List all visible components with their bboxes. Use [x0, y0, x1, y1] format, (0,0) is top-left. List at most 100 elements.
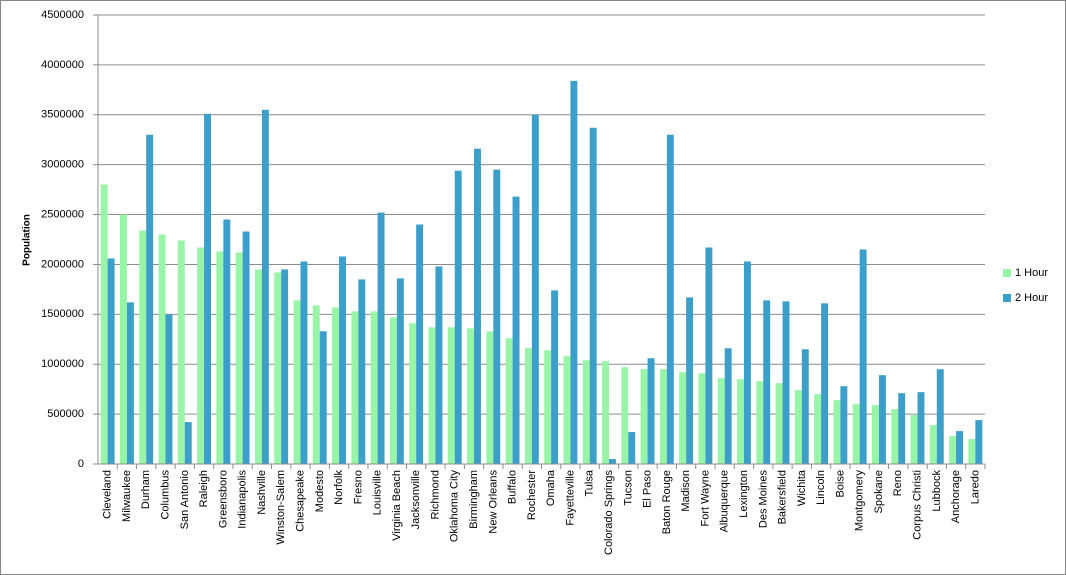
bar [872, 405, 879, 464]
bar [917, 392, 925, 464]
bar [184, 422, 192, 464]
bar [235, 252, 243, 464]
x-tick-label: Omaha [545, 469, 557, 506]
bar [724, 348, 732, 464]
x-tick-label: Spokane [873, 470, 885, 513]
x-tick-label: Corpus Christi [912, 470, 924, 540]
bar [891, 409, 899, 464]
bar [647, 358, 655, 464]
y-tick-label: 2500000 [41, 208, 84, 220]
bar [717, 378, 725, 464]
bar [763, 300, 771, 464]
x-tick-label: San Antonio [179, 470, 191, 529]
bar [165, 314, 173, 464]
bar [274, 272, 282, 464]
bar [396, 278, 404, 464]
bar [119, 214, 127, 464]
bar [551, 290, 559, 464]
x-tick-label: Laredo [969, 470, 981, 504]
bar [204, 113, 211, 464]
bar [146, 134, 154, 464]
bar [628, 432, 636, 464]
x-tick-label: Bakersfield [777, 470, 789, 524]
x-tick-label: Modesto [314, 470, 326, 512]
bar [474, 148, 481, 465]
legend-label: 1 Hour [1015, 267, 1048, 279]
bar [139, 230, 147, 464]
x-tick-label: Indianapolis [237, 470, 249, 529]
y-tick-label: 3500000 [41, 109, 84, 121]
bar [975, 420, 983, 464]
bar [428, 327, 436, 464]
x-tick-label: Lincoln [815, 470, 827, 505]
bar [705, 247, 713, 464]
x-tick-label: Wichita [796, 469, 808, 506]
bar [782, 301, 790, 464]
bar [524, 348, 532, 464]
bar [319, 331, 327, 464]
bar [177, 240, 185, 464]
x-tick-label: Jacksonville [410, 470, 422, 529]
x-tick-label: New Orleans [487, 470, 499, 534]
bar [300, 261, 308, 464]
bar [416, 224, 424, 464]
x-tick-label: Columbus [159, 470, 171, 520]
y-tick-label: 3000000 [41, 159, 84, 171]
bar [679, 372, 687, 464]
bar [447, 327, 455, 464]
bar [312, 305, 320, 464]
y-tick-label: 1000000 [41, 358, 84, 370]
x-tick-label: Chesapeake [294, 470, 306, 532]
y-tick-label: 1500000 [41, 308, 84, 320]
bar [100, 184, 108, 464]
bar [775, 383, 783, 464]
bar [602, 361, 609, 464]
bar [968, 439, 976, 464]
x-tick-label: Greensboro [217, 470, 229, 528]
bar [794, 390, 802, 464]
bar [840, 386, 848, 464]
bar [126, 302, 134, 464]
x-tick-label: Des Moines [757, 470, 769, 529]
legend-label: 2 Hour [1015, 292, 1048, 304]
bar [659, 369, 667, 464]
bar [852, 404, 860, 464]
x-tick-label: Louisville [372, 470, 384, 515]
legend-swatch [1003, 269, 1011, 277]
bar [158, 234, 166, 464]
bar [936, 369, 944, 464]
legend-swatch [1003, 294, 1011, 302]
y-tick-label: 4500000 [41, 9, 84, 21]
bar [107, 258, 115, 464]
x-tick-label: Anchorage [950, 470, 962, 523]
x-tick-label: Boise [834, 470, 846, 498]
bar [698, 373, 706, 464]
bar [814, 394, 822, 464]
bar [570, 80, 578, 464]
y-tick-label: 2000000 [41, 258, 84, 270]
x-tick-label: Norfolk [333, 470, 345, 505]
bar [377, 212, 385, 464]
bar [435, 266, 443, 464]
bar [351, 311, 359, 464]
bar [505, 338, 513, 464]
y-tick-label: 500000 [47, 408, 84, 420]
bar [737, 379, 744, 464]
bar [242, 231, 250, 464]
bar [608, 459, 616, 464]
bar [833, 400, 841, 464]
x-tick-label: Rochester [526, 470, 538, 520]
x-tick-label: Reno [892, 470, 904, 496]
bar [454, 170, 462, 465]
y-tick-label: 0 [78, 458, 84, 470]
bar [640, 369, 648, 464]
bar [409, 323, 417, 464]
bar [756, 381, 764, 464]
bar [197, 247, 205, 464]
x-tick-label: Nashville [256, 470, 268, 515]
bar [821, 303, 829, 464]
bar [486, 331, 494, 464]
bar [493, 169, 501, 464]
x-tick-label: Fayetteville [564, 470, 576, 526]
bar [910, 415, 918, 464]
